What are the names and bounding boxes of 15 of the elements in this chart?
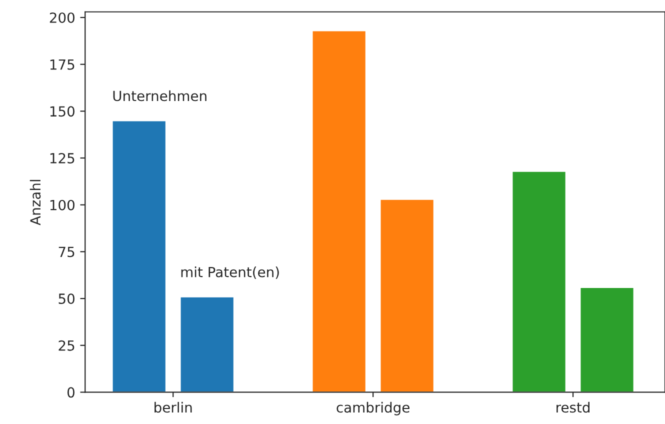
x-tick-label: restd bbox=[556, 402, 590, 413]
y-tick-label: 150 bbox=[50, 106, 74, 117]
y-tick-label: 0 bbox=[67, 387, 74, 398]
x-tick-label: cambridge bbox=[336, 402, 410, 416]
y-tick-label: 75 bbox=[58, 246, 74, 258]
y-tick-label: 125 bbox=[50, 152, 74, 164]
series-label: mit Patent(en) bbox=[181, 266, 279, 279]
y-tick-label: 25 bbox=[58, 340, 74, 351]
x-tick-label: berlin bbox=[154, 402, 192, 413]
y-tick-label: 200 bbox=[50, 12, 74, 23]
y-tick-label: 100 bbox=[50, 200, 74, 210]
series-label: Unternehmen bbox=[113, 90, 206, 102]
y-axis-title: Anzahl bbox=[30, 180, 41, 226]
y-tick-label: 175 bbox=[50, 59, 74, 70]
y-tick-label: 50 bbox=[58, 293, 74, 304]
